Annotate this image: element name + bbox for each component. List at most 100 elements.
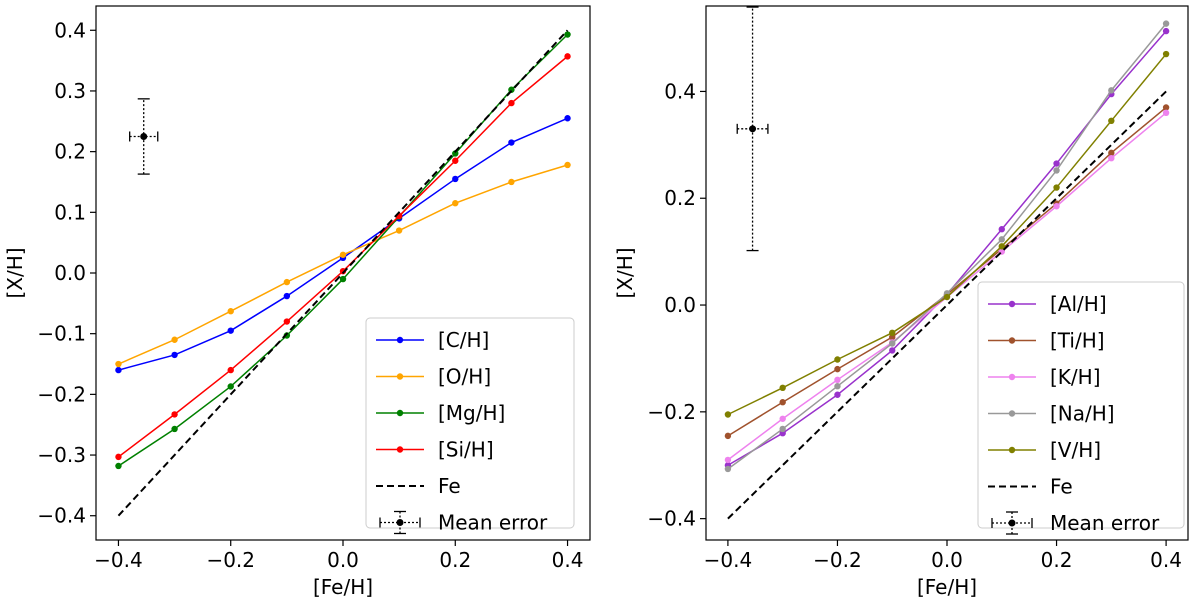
data-point	[339, 275, 347, 283]
y-tick-label: 0.2	[54, 140, 86, 164]
data-point	[283, 292, 291, 300]
data-point	[943, 293, 951, 301]
data-point	[1108, 154, 1115, 162]
legend-error-point	[396, 519, 404, 526]
data-point	[564, 31, 571, 38]
legend-marker	[1008, 373, 1016, 381]
data-point	[1053, 160, 1060, 167]
data-point	[834, 383, 841, 390]
data-point	[171, 336, 178, 343]
data-point	[998, 236, 1005, 243]
x-tick-label: −0.4	[94, 548, 143, 572]
y-tick-label: −0.4	[647, 507, 696, 531]
y-tick-label: −0.2	[647, 400, 696, 424]
data-point	[283, 318, 291, 325]
data-point	[779, 384, 786, 392]
data-point	[227, 366, 234, 374]
data-point	[115, 453, 122, 461]
data-point	[1108, 149, 1115, 157]
y-tick-label: −0.2	[37, 382, 86, 406]
y-tick-label: 0.0	[664, 293, 696, 317]
data-point	[1162, 50, 1170, 58]
data-point	[889, 340, 896, 347]
data-point	[283, 332, 291, 339]
y-tick-label: 0.1	[54, 200, 86, 224]
legend-label: [Si/H]	[438, 438, 494, 462]
data-point	[452, 150, 459, 157]
data-point	[724, 432, 732, 440]
data-point	[779, 399, 786, 406]
legend-label: Mean error	[1050, 511, 1160, 535]
data-point	[998, 226, 1005, 233]
left-panel: −0.4 −0.2 0.0 0.2 0.4 −0.4 −0.3 −0.2 −0.1 0.0 0.1 0…	[3, 5, 591, 599]
x-tick-label: −0.2	[813, 548, 862, 572]
x-tick-label: −0.2	[206, 548, 255, 572]
y-tick-label: −0.1	[37, 322, 86, 346]
data-point	[1108, 117, 1115, 125]
data-point	[1053, 184, 1060, 191]
data-point	[115, 462, 122, 470]
data-point	[564, 53, 571, 60]
legend-label: [C/H]	[438, 328, 489, 352]
x-tick-label: 0.2	[439, 548, 471, 572]
data-point	[171, 425, 178, 433]
legend-label: [Na/H]	[1050, 402, 1115, 426]
data-point	[724, 465, 732, 473]
y-tick-label: −0.3	[37, 443, 86, 467]
legend-label: [K/H]	[1050, 365, 1101, 389]
y-tick-label: −0.4	[37, 504, 86, 528]
reference-line	[117, 29, 569, 517]
data-point	[115, 360, 122, 368]
x-tick-label: 0.4	[552, 548, 584, 572]
data-point	[889, 347, 896, 354]
data-point	[1053, 203, 1060, 210]
x-tick-label: −0.4	[704, 548, 753, 572]
x-tick-label: 0.0	[931, 548, 963, 572]
y-axis-label: [X/H]	[3, 247, 27, 298]
legend-label: Mean error	[438, 511, 548, 535]
legend-marker	[396, 336, 404, 344]
legend-label: [Ti/H]	[1050, 329, 1105, 353]
y-tick-label: 0.3	[54, 79, 86, 103]
data-point	[171, 351, 178, 359]
legend-box	[365, 317, 575, 529]
data-point	[452, 200, 459, 207]
data-point	[564, 161, 571, 169]
x-axis-label: [Fe/H]	[917, 575, 977, 599]
legend-marker	[1008, 300, 1016, 308]
data-point	[1108, 87, 1115, 94]
data-point	[1162, 27, 1170, 35]
data-point	[1053, 167, 1060, 174]
data-point	[1162, 20, 1170, 27]
data-point	[115, 366, 122, 374]
data-point	[227, 327, 234, 334]
data-point	[779, 415, 786, 422]
legend-marker	[396, 373, 404, 380]
data-point	[508, 139, 515, 146]
legend-box	[977, 281, 1185, 529]
legend-error-point	[1008, 519, 1016, 527]
data-point	[834, 365, 841, 373]
data-point	[171, 411, 178, 418]
data-point	[834, 391, 841, 398]
error-point	[140, 132, 148, 140]
data-point	[508, 99, 515, 107]
reference-line	[727, 90, 1167, 520]
legend-marker	[1008, 337, 1016, 344]
data-point	[779, 425, 786, 433]
y-tick-label: 0.4	[54, 18, 86, 42]
data-point	[564, 115, 571, 122]
data-point	[395, 227, 403, 234]
data-point	[339, 251, 347, 258]
legend-marker	[1008, 410, 1016, 417]
y-axis-label: [X/H]	[613, 247, 637, 298]
y-tick-label: 0.0	[54, 261, 86, 285]
data-point	[834, 356, 841, 363]
legend-marker	[1008, 446, 1016, 454]
data-point	[283, 278, 291, 286]
legend-marker	[396, 409, 404, 417]
data-point	[834, 376, 841, 383]
data-point	[227, 383, 234, 390]
y-tick-label: 0.2	[664, 186, 696, 210]
